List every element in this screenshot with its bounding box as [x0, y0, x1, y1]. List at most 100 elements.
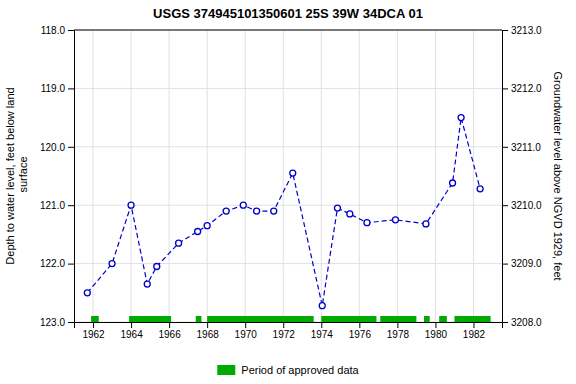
data-point — [84, 290, 90, 296]
tick-mark — [397, 322, 398, 328]
tick-mark — [169, 322, 170, 328]
tick-label: 1980 — [425, 329, 448, 340]
axis-line — [75, 323, 503, 329]
tick-label: 1970 — [235, 329, 258, 340]
tick: 1968 — [197, 322, 220, 340]
data-point — [392, 217, 398, 223]
tick: 118.0 — [41, 25, 74, 36]
y2-axis-label: Groundwater level above NGVD 1929, feet — [552, 71, 564, 280]
tick: 122.0 — [40, 258, 74, 269]
tick-mark — [502, 147, 508, 148]
tick: 3210.0 — [502, 200, 542, 211]
grid-line — [321, 30, 322, 322]
approved-span — [91, 316, 99, 322]
data-point — [364, 220, 370, 226]
approved-span — [424, 316, 430, 322]
data-point — [223, 208, 229, 214]
tick-mark — [207, 322, 208, 328]
tick-label: 1962 — [82, 329, 105, 340]
tick-mark — [473, 322, 474, 328]
tick-label: 3209.0 — [511, 258, 542, 269]
data-point — [154, 264, 160, 270]
approved-span — [207, 316, 314, 322]
data-point — [254, 208, 260, 214]
data-point — [319, 303, 325, 309]
data-point — [195, 228, 201, 234]
data-point — [144, 281, 150, 287]
tick-mark — [502, 205, 508, 206]
approved-span — [380, 316, 416, 322]
tick: 1978 — [387, 322, 410, 340]
approved-span — [439, 316, 447, 322]
tick-mark — [502, 322, 508, 323]
y-axis-label: Depth to water level, feet below land su… — [4, 87, 29, 264]
tick-label: 1978 — [387, 329, 410, 340]
tick: 3208.0 — [502, 317, 542, 328]
approved-span — [196, 316, 202, 322]
title: USGS 374945101350601 25S 39W 34DCA 01 — [153, 6, 423, 21]
chart-container: 1962196419661968197019721974197619781980… — [0, 0, 576, 384]
grid-line — [435, 30, 436, 322]
data-point — [271, 208, 277, 214]
tick-label: 1974 — [311, 329, 334, 340]
tick-label: 1972 — [273, 329, 296, 340]
legend-swatch — [217, 365, 235, 375]
tick: 1962 — [82, 322, 105, 340]
chart: 1962196419661968197019721974197619781980… — [0, 0, 576, 384]
y2-axis: 3208.03209.03210.03211.03212.03213.0 — [502, 25, 542, 328]
tick: 1982 — [463, 322, 486, 340]
tick-mark — [321, 322, 322, 328]
tick-label: 1982 — [463, 329, 486, 340]
tick-mark — [131, 322, 132, 328]
tick-mark — [68, 322, 74, 323]
tick-label: 1976 — [349, 329, 372, 340]
tick-label: 1968 — [197, 329, 220, 340]
grid-line — [359, 30, 360, 322]
tick: 1976 — [349, 322, 372, 340]
data-point — [450, 180, 456, 186]
tick-mark — [359, 322, 360, 328]
tick-label: 122.0 — [40, 258, 65, 269]
grid-line — [93, 30, 94, 322]
tick-mark — [283, 322, 284, 328]
tick-label: 123.0 — [40, 317, 65, 328]
legend: Period of approved data — [217, 364, 359, 376]
grid-line — [74, 30, 502, 31]
grid-line — [169, 30, 170, 322]
tick-mark — [245, 322, 246, 328]
tick: 1980 — [425, 322, 448, 340]
tick: 121.0 — [40, 200, 74, 211]
tick-mark — [68, 264, 74, 265]
grid — [74, 30, 502, 322]
tick-mark — [502, 30, 508, 31]
tick: 3213.0 — [502, 25, 542, 36]
tick-label: 3213.0 — [511, 25, 542, 36]
tick: 120.0 — [40, 142, 74, 153]
tick-mark — [68, 205, 74, 206]
tick-label: 3208.0 — [511, 317, 542, 328]
axis-line — [503, 31, 509, 323]
tick: 1974 — [311, 322, 334, 340]
grid-line — [131, 30, 132, 322]
tick: 3212.0 — [502, 83, 542, 94]
y-axis: 118.0 119.0 120.0 121.0 122.0 123.0 — [40, 25, 75, 328]
data-point — [240, 202, 246, 208]
grid-line — [397, 30, 398, 322]
tick-mark — [502, 264, 508, 265]
tick-label: 3210.0 — [511, 200, 542, 211]
data-point — [176, 240, 182, 246]
tick-label: 3212.0 — [511, 83, 542, 94]
frame-line — [74, 30, 502, 31]
tick-label: 1964 — [120, 329, 143, 340]
data-point — [204, 223, 210, 229]
tick-label: 118.0 — [41, 25, 66, 36]
markers — [84, 115, 483, 309]
legend-label: Period of approved data — [241, 364, 359, 376]
legend-item: Period of approved data — [217, 364, 359, 376]
data-point — [477, 186, 483, 192]
data-point — [128, 202, 134, 208]
data-point — [109, 261, 115, 267]
tick-label: 119.0 — [41, 83, 66, 94]
approved-span — [129, 316, 171, 322]
grid-line — [74, 146, 502, 147]
